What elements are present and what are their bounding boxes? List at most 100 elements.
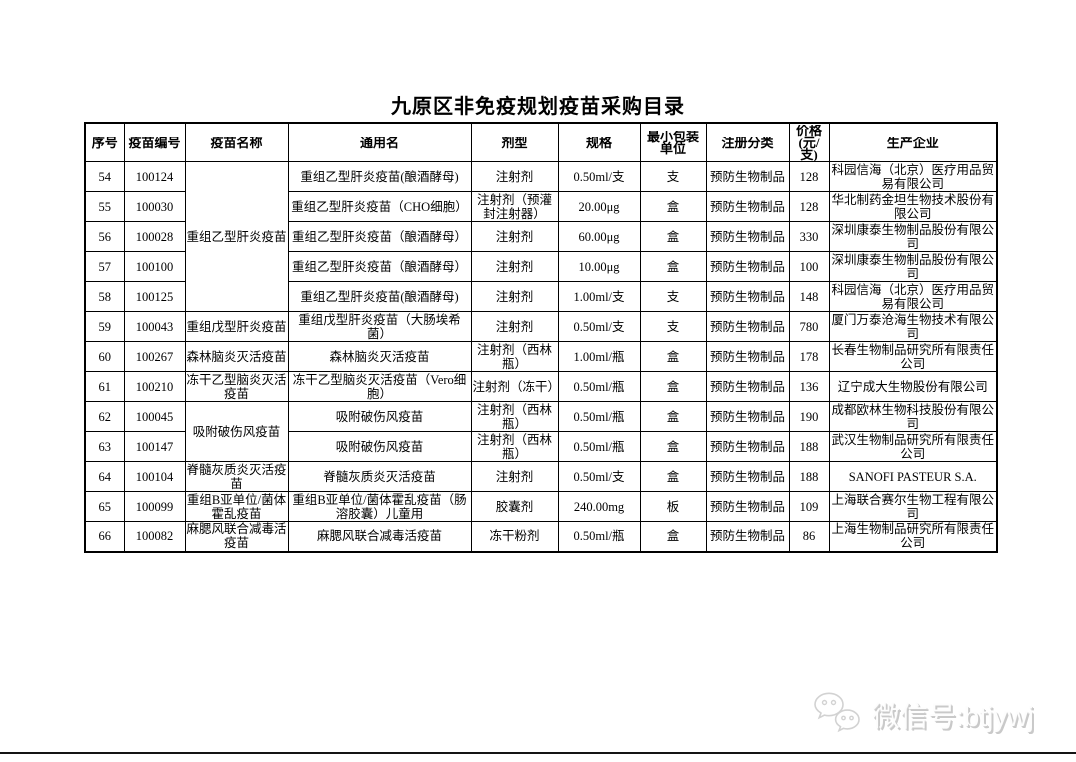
cell-spec: 1.00ml/支 — [557, 281, 641, 312]
cell-no: 57 — [84, 251, 125, 282]
column-header-7: 注册分类 — [705, 122, 790, 162]
cell-generic: 重组乙型肝炎疫苗(酿酒酵母) — [287, 161, 472, 192]
cell-price: 136 — [788, 371, 830, 402]
table-row: 65 100099 重组B亚单位/菌体霍乱疫苗 重组B亚单位/菌体霍乱疫苗（肠溶胶囊）… — [84, 491, 998, 522]
cell-no: 58 — [84, 281, 125, 312]
cell-manufacturer: 深圳康泰生物制品股份有限公司 — [828, 221, 998, 252]
table-row: 60 100267 森林脑炎灭活疫苗 森林脑炎灭活疫苗 注射剂（西林瓶） 1.00ml/瓶… — [84, 341, 998, 372]
cell-generic: 吸附破伤风疫苗 — [287, 401, 472, 432]
table-header-row: 序号 疫苗编号 疫苗名称 通用名 剂型 规格 最小包装单位 注册分类 价格(元/支) 生产企业 — [84, 122, 998, 162]
column-header-label: 最小包装单位 — [646, 130, 699, 155]
cell-form: 注射剂 — [470, 251, 559, 282]
cell-no: 65 — [84, 491, 125, 522]
cell-unit: 盒 — [639, 221, 707, 252]
cell-price: 178 — [788, 341, 830, 372]
cell-manufacturer: 科园信海（北京）医疗用品贸易有限公司 — [828, 281, 998, 312]
cell-no: 66 — [84, 521, 125, 552]
cell-code: 100147 — [123, 431, 186, 462]
wechat-icon — [812, 690, 862, 739]
cell-spec: 60.00μg — [557, 221, 641, 252]
table-row: 64 100104 脊髓灰质炎灭活疫苗 脊髓灰质炎灭活疫苗 注射剂 0.50ml/支盒预防… — [84, 461, 998, 492]
cell-no: 62 — [84, 401, 125, 432]
cell-generic: 重组乙型肝炎疫苗(酿酒酵母) — [287, 281, 472, 312]
table-row: 55 100030 重组乙型肝炎疫苗（CHO细胞） 注射剂（预灌封注射器） 20.00μ… — [84, 191, 998, 222]
cell-code: 100028 — [123, 221, 186, 252]
vaccine-procurement-table: 序号 疫苗编号 疫苗名称 通用名 剂型 规格 最小包装单位 注册分类 价格(元/支) 生产企业 5… — [84, 122, 998, 553]
cell-generic: 重组乙型肝炎疫苗（酿酒酵母） — [287, 251, 472, 282]
table-row: 56 100028 重组乙型肝炎疫苗（酿酒酵母） 注射剂 60.00μg 盒预防生物制品 3… — [84, 221, 998, 252]
cell-no: 59 — [84, 311, 125, 342]
cell-manufacturer: 上海联合赛尔生物工程有限公司 — [828, 491, 998, 522]
column-header-1: 疫苗编号 — [123, 122, 186, 162]
cell-category: 预防生物制品 — [705, 311, 790, 342]
cell-manufacturer: 华北制药金坦生物技术股份有限公司 — [828, 191, 998, 222]
table-row: 63 100147 吸附破伤风疫苗 注射剂（西林瓶） 0.50ml/瓶盒预防生物制品 18… — [84, 431, 998, 462]
cell-category: 预防生物制品 — [705, 491, 790, 522]
table-row: 66 100082 麻腮风联合减毒活疫苗 麻腮风联合减毒活疫苗 冻干粉剂 0.50ml/瓶… — [84, 521, 998, 552]
cell-name: 冻干乙型脑炎灭活疫苗 — [184, 371, 289, 402]
cell-spec: 20.00μg — [557, 191, 641, 222]
cell-manufacturer: 厦门万泰沧海生物技术有限公司 — [828, 311, 998, 342]
cell-spec: 0.50ml/瓶 — [557, 521, 641, 552]
cell-code: 100125 — [123, 281, 186, 312]
cell-generic: 重组乙型肝炎疫苗（酿酒酵母） — [287, 221, 472, 252]
cell-generic: 麻腮风联合减毒活疫苗 — [287, 521, 472, 552]
cell-code: 100124 — [123, 161, 186, 192]
cell-manufacturer: 深圳康泰生物制品股份有限公司 — [828, 251, 998, 282]
cell-generic: 吸附破伤风疫苗 — [287, 431, 472, 462]
cell-code: 100210 — [123, 371, 186, 402]
cell-spec: 240.00mg — [557, 491, 641, 522]
cell-no: 55 — [84, 191, 125, 222]
cell-spec: 10.00μg — [557, 251, 641, 282]
cell-manufacturer: 科园信海（北京）医疗用品贸易有限公司 — [828, 161, 998, 192]
cell-spec: 0.50ml/支 — [557, 311, 641, 342]
cell-form: 注射剂（西林瓶） — [470, 341, 559, 372]
table-row: 59 100043 重组戊型肝炎疫苗 重组戊型肝炎疫苗（大肠埃希菌） 注射剂 0.50ml… — [84, 311, 998, 342]
cell-name: 重组乙型肝炎疫苗 — [184, 161, 289, 312]
cell-form: 胶囊剂 — [470, 491, 559, 522]
cell-code: 100043 — [123, 311, 186, 342]
cell-spec: 0.50ml/支 — [557, 161, 641, 192]
column-header-label: 疫苗编号 — [128, 136, 181, 149]
cell-manufacturer: 上海生物制品研究所有限责任公司 — [828, 521, 998, 552]
table-row: 62 100045 吸附破伤风疫苗 吸附破伤风疫苗 注射剂（西林瓶） 0.50ml/瓶盒预… — [84, 401, 998, 462]
cell-generic: 脊髓灰质炎灭活疫苗 — [287, 461, 472, 492]
cell-category: 预防生物制品 — [705, 401, 790, 432]
cell-category: 预防生物制品 — [705, 161, 790, 192]
cell-generic: 重组B亚单位/菌体霍乱疫苗（肠溶胶囊）儿童用 — [287, 491, 472, 522]
cell-price: 780 — [788, 311, 830, 342]
column-header-3: 通用名 — [287, 122, 472, 162]
cell-no: 56 — [84, 221, 125, 252]
cell-form: 注射剂 — [470, 461, 559, 492]
cell-code: 100099 — [123, 491, 186, 522]
cell-category: 预防生物制品 — [705, 251, 790, 282]
cell-unit: 支 — [639, 161, 707, 192]
cell-category: 预防生物制品 — [705, 461, 790, 492]
cell-unit: 板 — [639, 491, 707, 522]
cell-no: 61 — [84, 371, 125, 402]
cell-spec: 0.50ml/支 — [557, 461, 641, 492]
cell-form: 注射剂 — [470, 221, 559, 252]
cell-manufacturer: 长春生物制品研究所有限责任公司 — [828, 341, 998, 372]
cell-price: 100 — [788, 251, 830, 282]
cell-unit: 盒 — [639, 461, 707, 492]
watermark: 微信号:btjywj — [812, 690, 1034, 739]
cell-no: 60 — [84, 341, 125, 372]
cell-code: 100104 — [123, 461, 186, 492]
cell-unit: 盒 — [639, 521, 707, 552]
cell-manufacturer: 成都欧林生物科技股份有限公司 — [828, 401, 998, 432]
cell-form: 注射剂 — [470, 311, 559, 342]
column-header-label: 价格(元/支) — [795, 124, 822, 161]
column-header-8: 价格(元/支) — [788, 122, 830, 162]
cell-unit: 盒 — [639, 341, 707, 372]
table-row: 54 100124 重组乙型肝炎疫苗 重组乙型肝炎疫苗(酿酒酵母) 注射剂 0.50ml/… — [84, 161, 998, 312]
cell-form: 注射剂（西林瓶） — [470, 401, 559, 432]
cell-spec: 1.00ml/瓶 — [557, 341, 641, 372]
cell-price: 330 — [788, 221, 830, 252]
column-header-6: 最小包装单位 — [639, 122, 707, 162]
column-header-label: 通用名 — [359, 136, 399, 149]
cell-code: 100267 — [123, 341, 186, 372]
cell-name: 麻腮风联合减毒活疫苗 — [184, 521, 289, 552]
column-header-2: 疫苗名称 — [184, 122, 289, 162]
cell-form: 注射剂 — [470, 161, 559, 192]
